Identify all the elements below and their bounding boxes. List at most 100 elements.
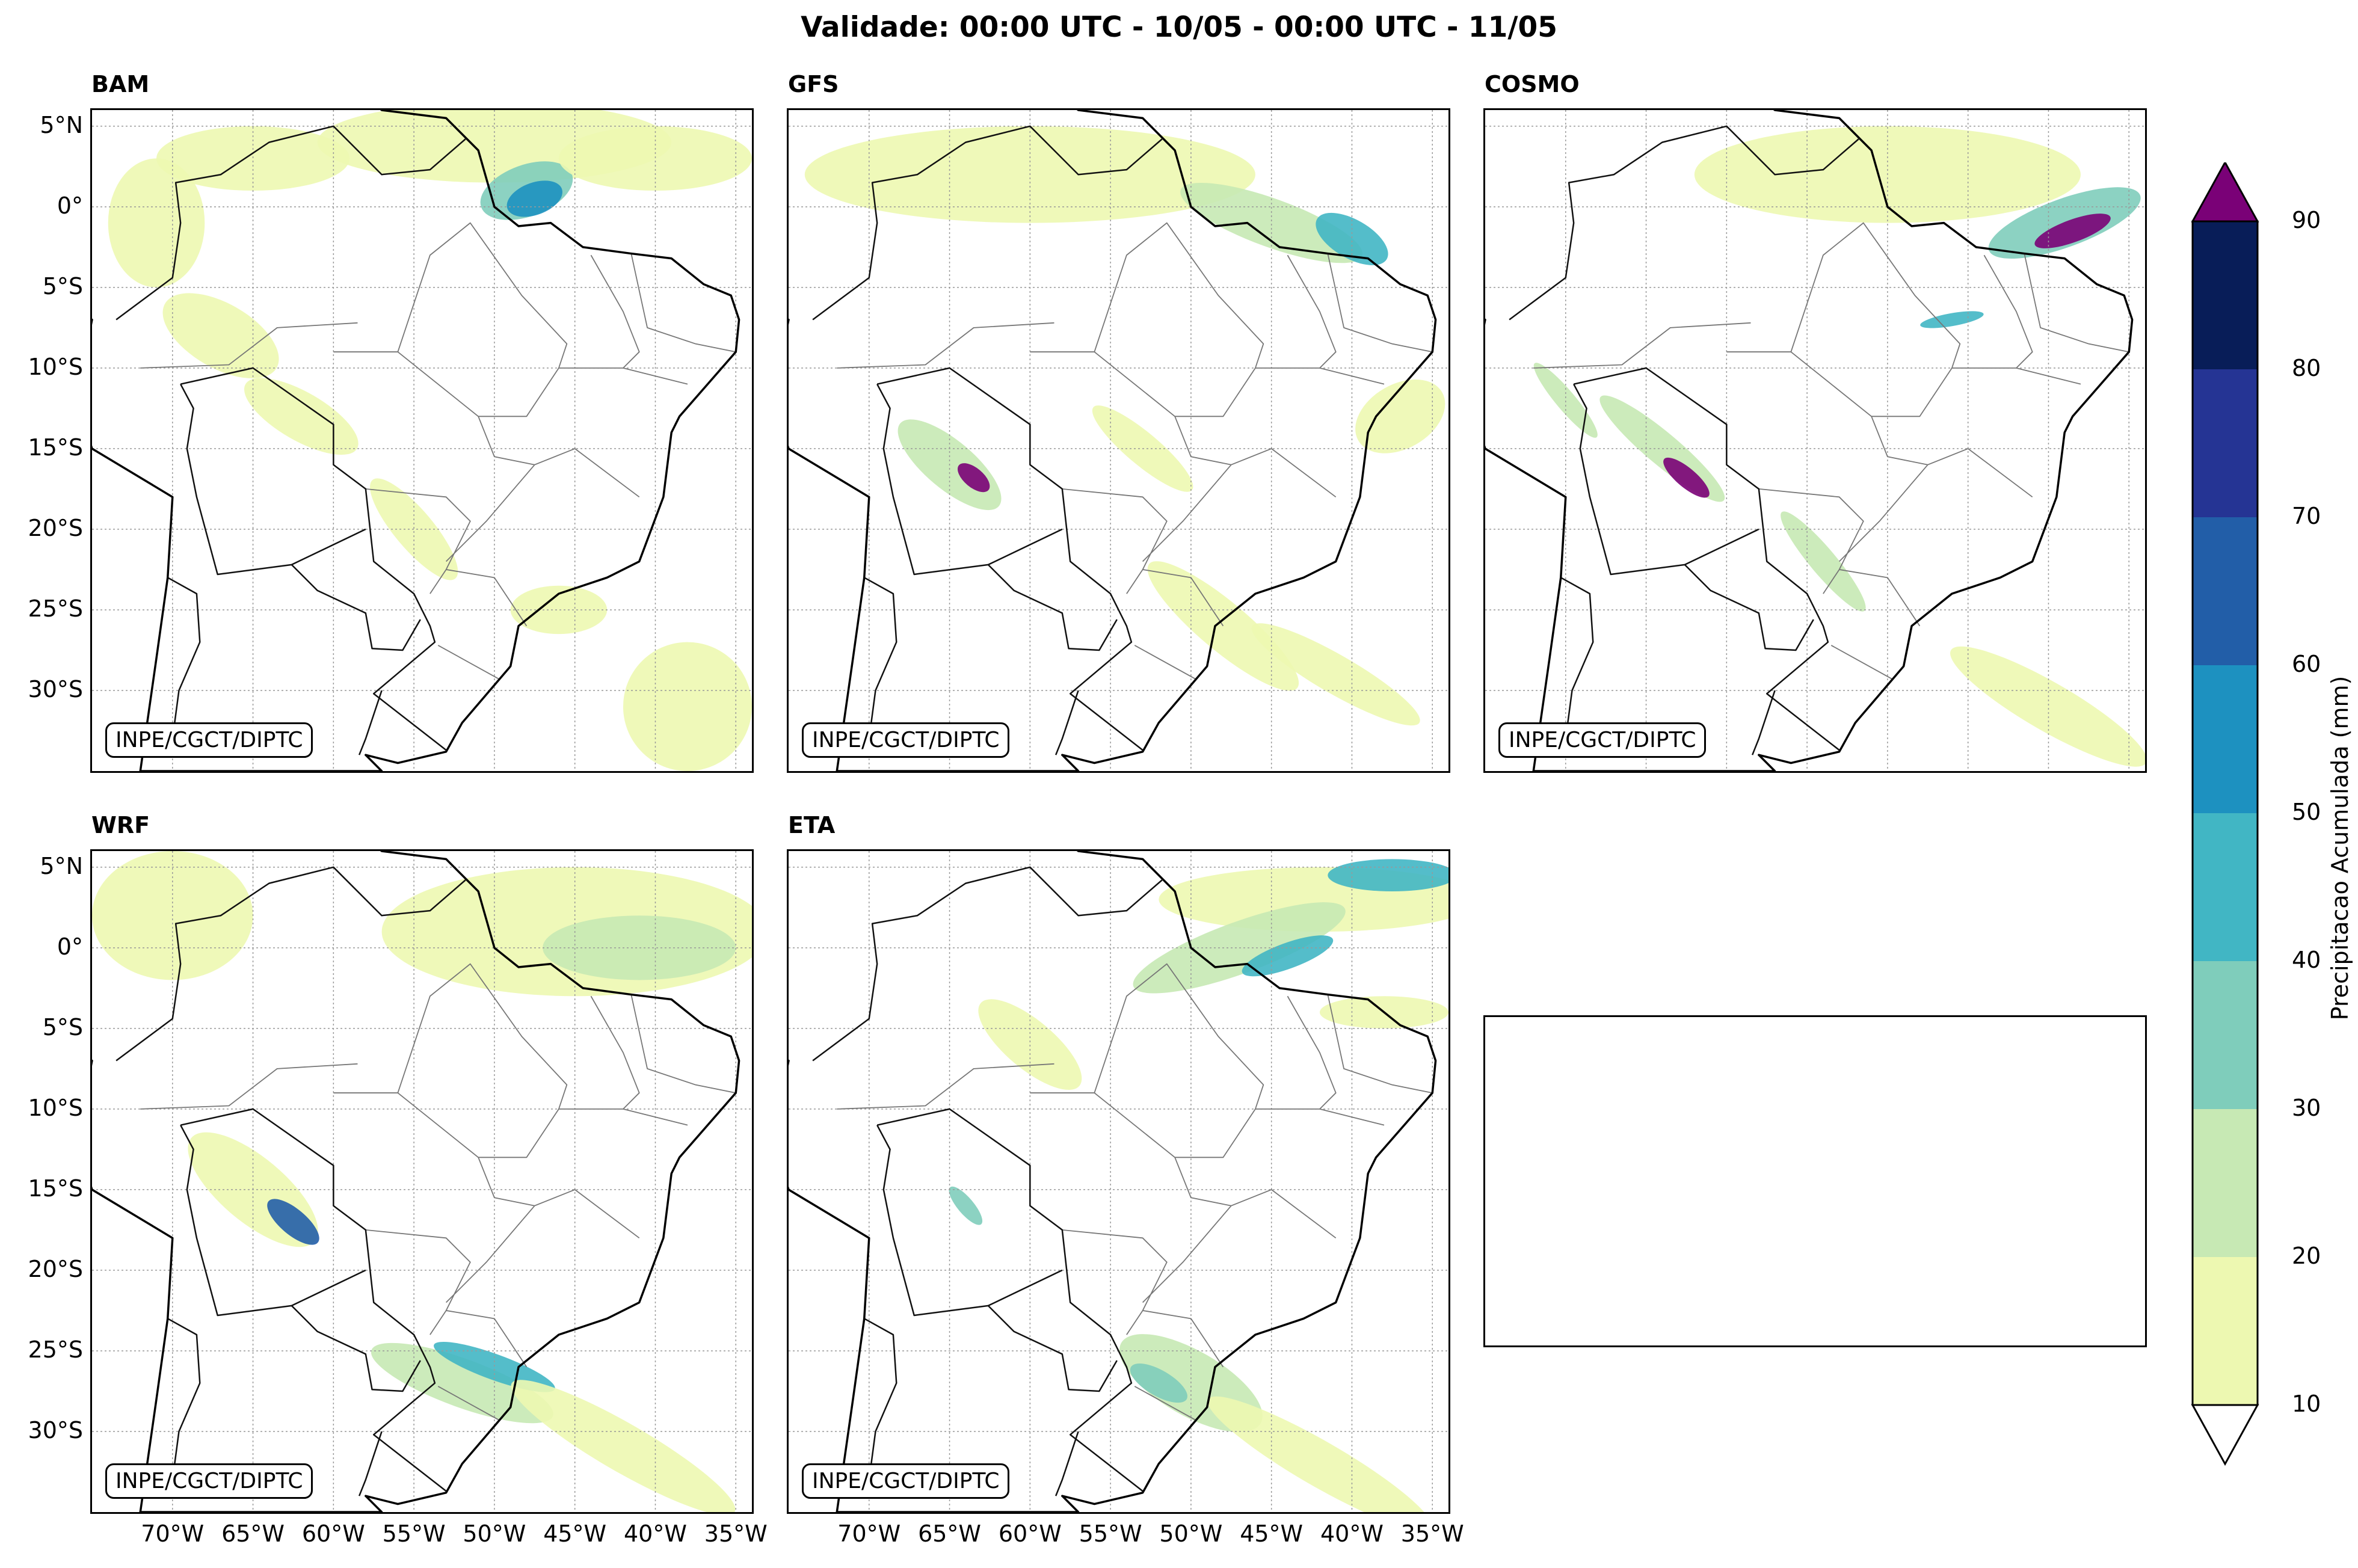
- latitude-tick-label: 20°S: [28, 1255, 83, 1282]
- state-boundary: [1142, 1310, 1224, 1368]
- credit-label: INPE/CGCT/DIPTC: [1498, 722, 1707, 758]
- latitude-tick-label: 25°S: [28, 1336, 83, 1363]
- precipitation-area: [2034, 214, 2111, 248]
- precipitation-area: [1663, 457, 1710, 498]
- country-border: [987, 564, 1118, 651]
- state-boundary: [446, 569, 528, 627]
- state-boundary: [365, 1229, 471, 1335]
- map-canvas: [92, 110, 752, 771]
- longitude-tick-label: 40°W: [623, 1520, 687, 1547]
- state-boundary: [1134, 645, 1196, 680]
- map-panel-eta: INPE/CGCT/DIPTC: [787, 849, 1450, 1514]
- state-boundary: [437, 645, 500, 680]
- state-boundary: [1287, 254, 1337, 369]
- longitude-tick-label: 35°W: [1400, 1520, 1464, 1547]
- colorbar-tick-label: 20: [2292, 1243, 2321, 1269]
- precipitation-area: [1316, 212, 1388, 265]
- precipitation-area: [1920, 311, 1984, 328]
- precipitation-area: [370, 478, 458, 580]
- country-border: [812, 866, 1163, 1062]
- precipitation-area: [1950, 646, 2145, 767]
- latitude-tick-label: 10°S: [28, 1094, 83, 1121]
- state-boundary: [1726, 351, 2081, 417]
- colorbar-tick-label: 90: [2292, 207, 2321, 233]
- latitude-tick-label: 5°S: [42, 272, 83, 300]
- precipitation-area: [1207, 1396, 1432, 1512]
- colorbar-tick-label: 60: [2292, 651, 2321, 677]
- colorbar-segment: [2193, 369, 2258, 517]
- state-boundary: [1094, 963, 1264, 1110]
- state-boundary: [445, 1189, 640, 1303]
- longitude-tick-label: 35°W: [704, 1520, 768, 1547]
- panel-title-eta: ETA: [788, 812, 836, 838]
- longitude-tick-label: 70°W: [837, 1520, 901, 1547]
- latitude-tick-label: 15°S: [28, 434, 83, 461]
- state-boundary: [1030, 351, 1385, 417]
- state-boundary: [1142, 1189, 1337, 1303]
- latitude-tick-label: 5°S: [42, 1013, 83, 1041]
- state-boundary: [445, 448, 640, 562]
- colorbar-over-triangle: [2191, 162, 2259, 223]
- state-boundary: [1030, 1092, 1385, 1158]
- precipitation-area: [1355, 379, 1445, 453]
- precipitation-area: [434, 1341, 555, 1392]
- state-boundary: [437, 1386, 500, 1421]
- precipitation-area: [371, 1342, 553, 1424]
- precipitation-area: [1147, 561, 1299, 691]
- panel-title-bam: BAM: [91, 71, 150, 97]
- country-border: [1560, 577, 1594, 739]
- longitude-tick-label: 50°W: [1159, 1520, 1223, 1547]
- state-boundary: [1838, 448, 2033, 562]
- country-border: [358, 690, 383, 755]
- panel-title-gfs: GFS: [788, 71, 839, 97]
- country-border: [864, 577, 897, 739]
- colorbar-tick-label: 80: [2292, 355, 2321, 381]
- coastline: [92, 110, 740, 771]
- colorbar-segment: [2193, 961, 2258, 1109]
- country-border: [180, 1125, 366, 1317]
- longitude-tick-label: 55°W: [1079, 1520, 1142, 1547]
- country-border: [864, 1318, 897, 1480]
- map-panel-cosmo: INPE/CGCT/DIPTC: [1483, 108, 2147, 773]
- precipitation-area: [156, 126, 350, 191]
- state-boundary: [140, 1063, 358, 1110]
- country-border: [167, 1318, 201, 1480]
- colorbar-segment: [2193, 813, 2258, 961]
- map-canvas: [789, 110, 1448, 771]
- country-border: [291, 1305, 421, 1392]
- colorbar-tick-label: 50: [2292, 799, 2321, 825]
- state-boundary: [1790, 222, 1961, 369]
- map-panel-bam: INPE/CGCT/DIPTC: [90, 108, 754, 773]
- longitude-tick-label: 45°W: [543, 1520, 607, 1547]
- latitude-tick-label: 25°S: [28, 595, 83, 622]
- map-canvas: [789, 851, 1448, 1512]
- map-canvas: [92, 851, 752, 1512]
- state-boundary: [333, 351, 688, 417]
- state-boundary: [590, 254, 640, 369]
- state-boundary: [630, 994, 736, 1093]
- state-boundary: [837, 1063, 1054, 1110]
- precipitation-area: [1251, 623, 1420, 726]
- latitude-tick-label: 10°S: [28, 353, 83, 380]
- country-border: [1509, 125, 1859, 321]
- state-boundary: [837, 322, 1054, 369]
- precipitation-area: [558, 126, 752, 191]
- country-border: [812, 125, 1163, 321]
- country-border: [180, 367, 447, 751]
- credit-label: INPE/CGCT/DIPTC: [802, 1463, 1010, 1499]
- coastline: [1485, 110, 2134, 771]
- credit-label: INPE/CGCT/DIPTC: [802, 722, 1010, 758]
- state-boundary: [630, 253, 736, 352]
- coastline: [92, 851, 740, 1512]
- precipitation-area: [510, 585, 608, 635]
- country-border: [1573, 384, 1759, 576]
- longitude-tick-label: 70°W: [141, 1520, 205, 1547]
- country-border: [291, 564, 421, 651]
- country-border: [876, 1108, 1144, 1492]
- longitude-tick-label: 40°W: [1320, 1520, 1384, 1547]
- state-boundary: [478, 1157, 535, 1207]
- colorbar-tick-label: 70: [2292, 503, 2321, 529]
- state-boundary: [365, 488, 471, 594]
- state-boundary: [140, 322, 358, 369]
